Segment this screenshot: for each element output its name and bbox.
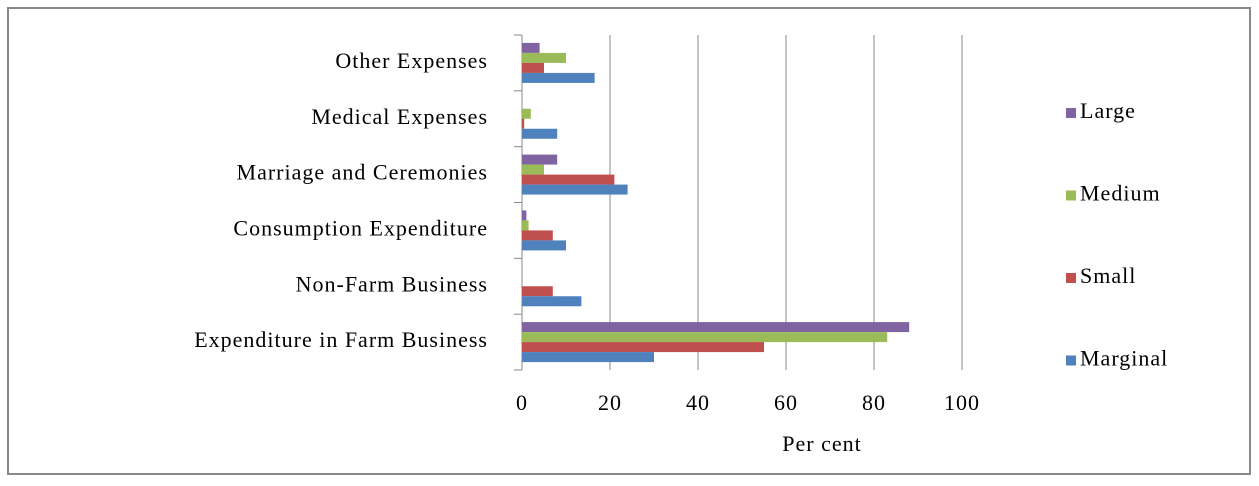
bar — [522, 128, 558, 139]
legend-swatch — [1066, 355, 1076, 366]
y-tick-label: Consumption Expenditure — [233, 215, 488, 240]
legend-swatch — [1066, 273, 1076, 283]
x-tick-label: 80 — [862, 390, 886, 415]
bar — [522, 286, 553, 297]
y-tick-label: Expenditure in Farm Business — [194, 327, 488, 352]
y-tick-label: Other Expenses — [335, 48, 488, 73]
bar — [522, 174, 615, 185]
bar — [522, 42, 540, 53]
legend-label: Medium — [1080, 181, 1161, 206]
bar — [522, 154, 558, 165]
bar — [522, 108, 531, 119]
y-tick-label: Medical Expenses — [311, 104, 488, 129]
bar — [522, 72, 595, 83]
bar — [522, 184, 628, 195]
bar — [522, 164, 544, 175]
bar — [522, 352, 654, 363]
bar — [522, 220, 529, 231]
bar — [522, 322, 910, 333]
bar — [522, 342, 764, 353]
x-tick-label: 100 — [944, 390, 980, 415]
x-tick-label: 40 — [686, 390, 710, 415]
x-tick-label: 20 — [598, 390, 622, 415]
bar — [522, 62, 544, 73]
legend-label: Marginal — [1080, 346, 1168, 371]
bar — [522, 52, 566, 63]
x-tick-label: 60 — [774, 390, 798, 415]
legend-swatch — [1066, 190, 1076, 201]
bar — [522, 210, 527, 221]
legend-label: Large — [1080, 98, 1136, 123]
bar — [522, 296, 582, 307]
bar — [522, 332, 888, 343]
bar — [522, 230, 553, 241]
legend-label: Small — [1080, 263, 1136, 288]
bar — [522, 240, 566, 251]
bar — [522, 118, 525, 129]
x-axis-label: Per cent — [782, 431, 861, 456]
y-tick-label: Non-Farm Business — [296, 271, 488, 296]
legend-swatch — [1066, 108, 1076, 118]
x-tick-label: 0 — [516, 390, 528, 415]
y-tick-label: Marriage and Ceremonies — [237, 160, 488, 185]
chart-frame — [7, 7, 1251, 475]
